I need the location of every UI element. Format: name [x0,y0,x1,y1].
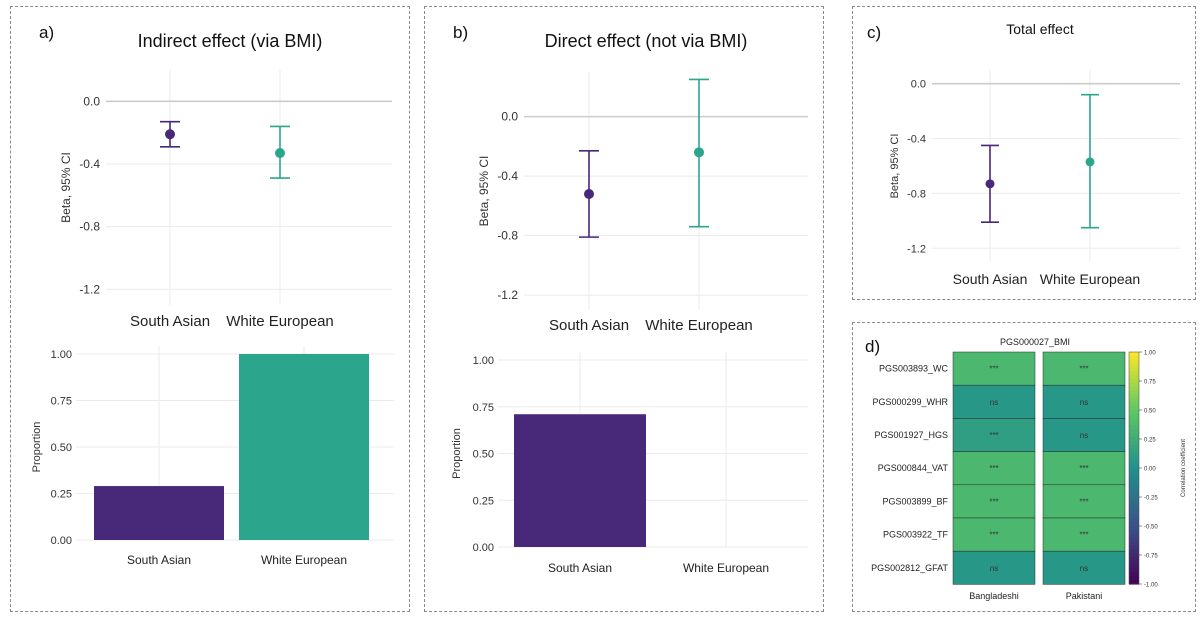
panel-d: d) [852,322,1196,612]
panel-c: c) [852,6,1196,300]
panel-b: b) [424,6,824,612]
panel-d-letter: d) [865,337,881,356]
panel-c-letter: c) [867,23,882,42]
panel-a-letter: a) [39,23,55,42]
panel-b-letter: b) [453,23,469,42]
panel-a: a) [10,6,410,612]
